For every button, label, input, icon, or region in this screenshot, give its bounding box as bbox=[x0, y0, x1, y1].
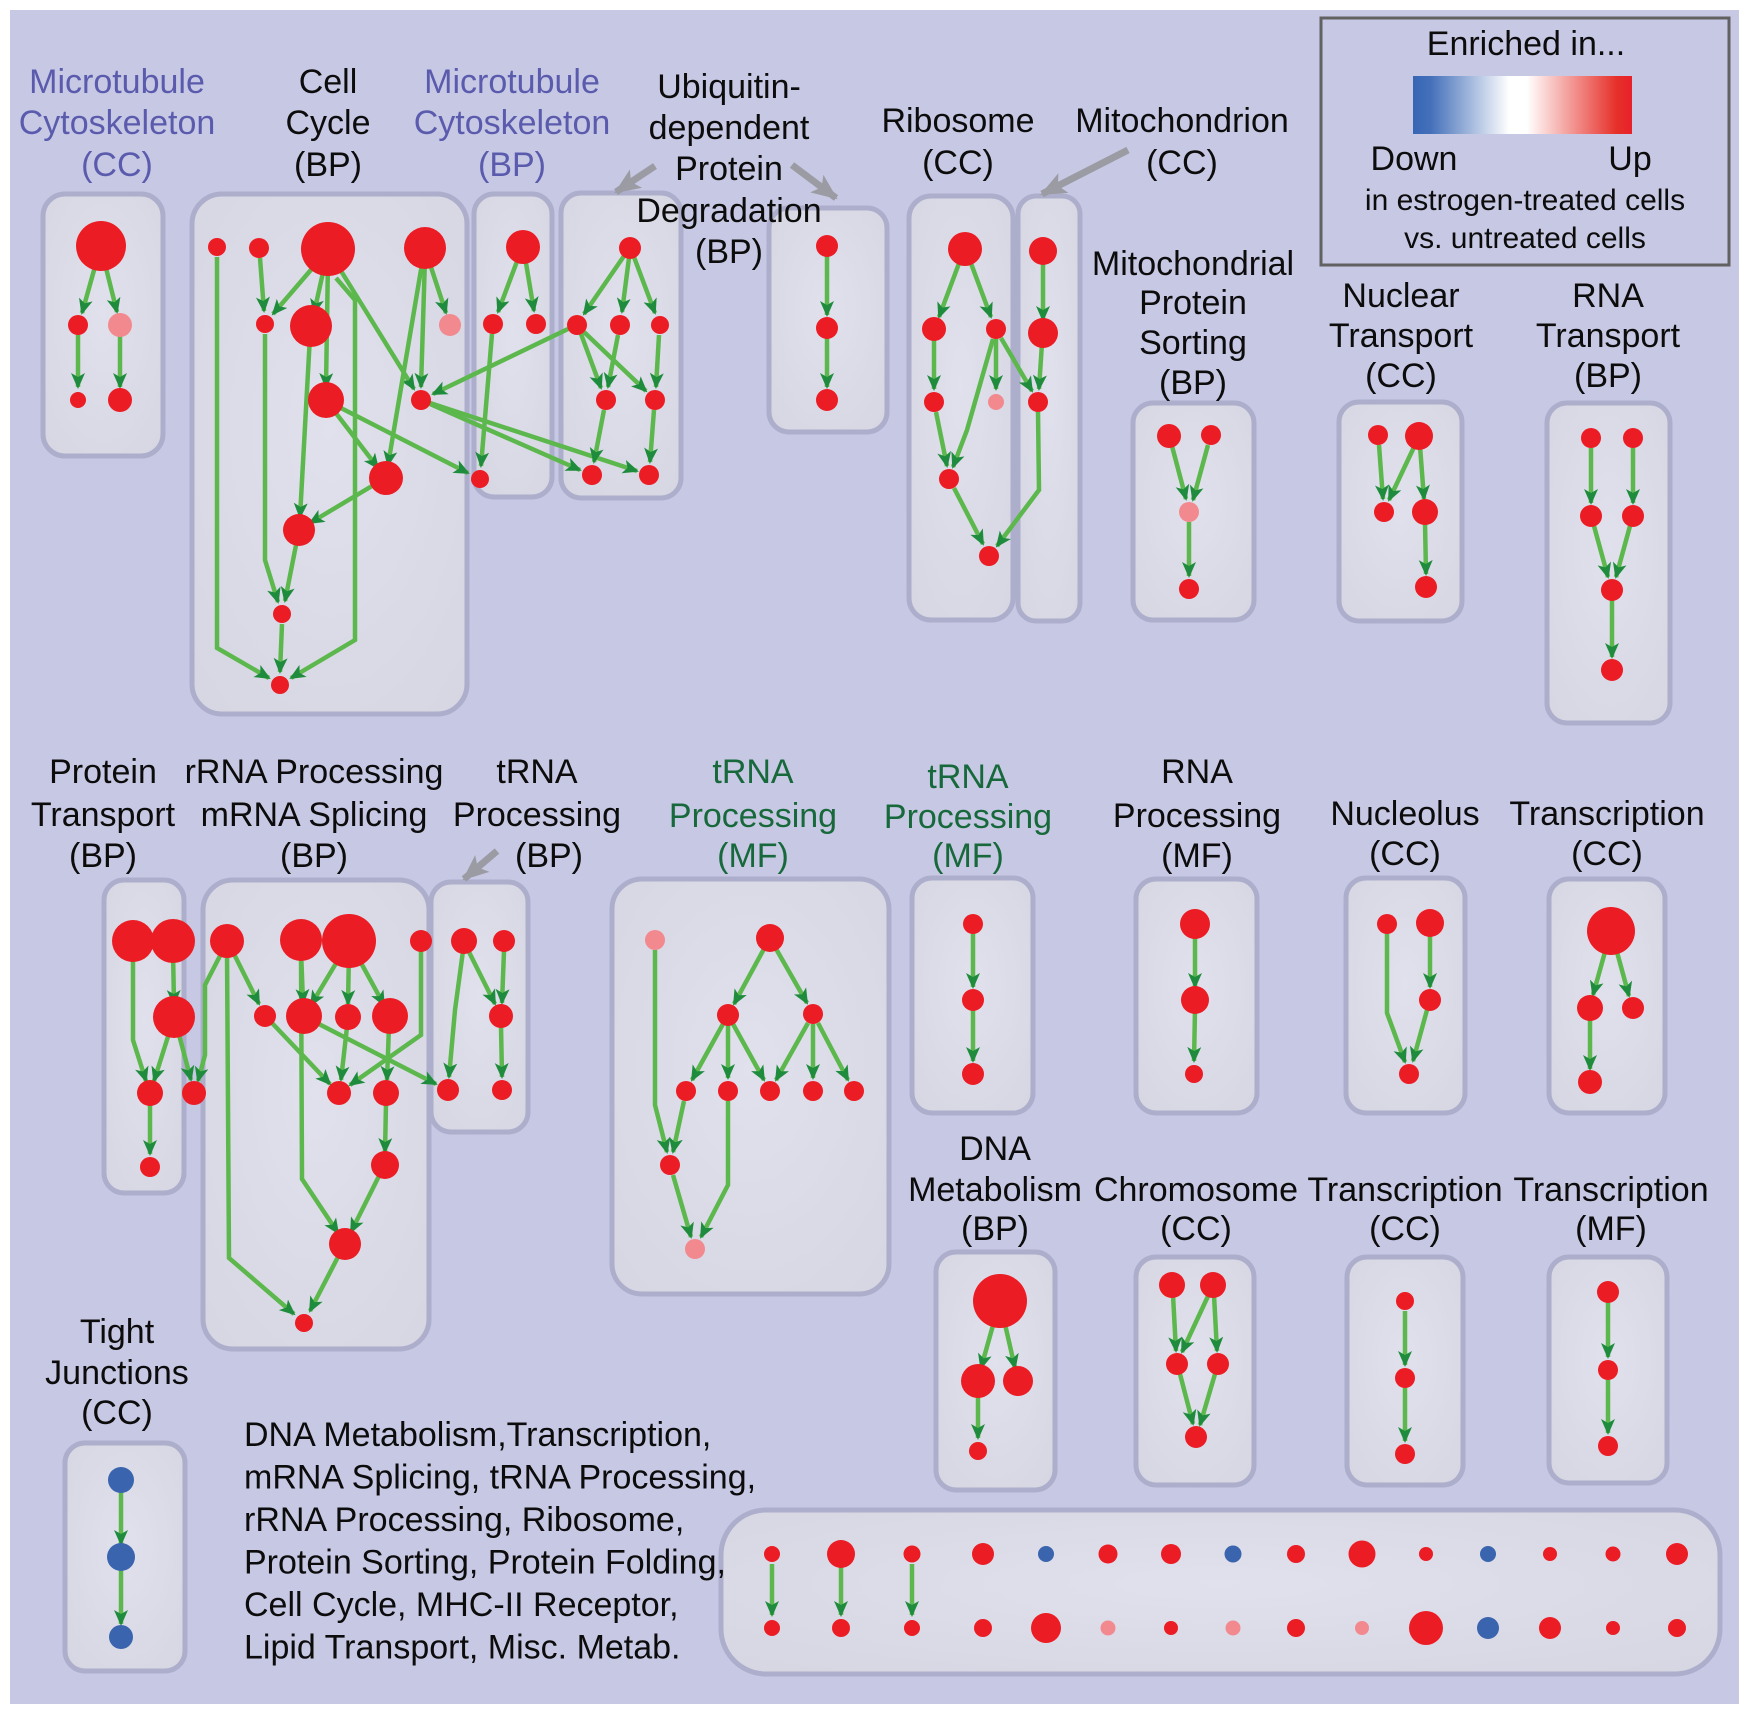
svg-text:RNA: RNA bbox=[1572, 277, 1644, 315]
svg-text:Microtubule: Microtubule bbox=[29, 63, 205, 101]
svg-text:Protein Sorting, Protein Foldi: Protein Sorting, Protein Folding, bbox=[244, 1543, 726, 1581]
svg-text:(MF): (MF) bbox=[1575, 1210, 1647, 1248]
svg-text:Nucleolus: Nucleolus bbox=[1330, 795, 1479, 833]
svg-text:(BP): (BP) bbox=[280, 837, 348, 875]
svg-text:(CC): (CC) bbox=[1365, 357, 1437, 395]
svg-text:tRNA: tRNA bbox=[496, 753, 578, 791]
svg-text:Cell: Cell bbox=[299, 63, 358, 101]
svg-text:Processing: Processing bbox=[1113, 797, 1281, 835]
svg-text:Up: Up bbox=[1608, 140, 1651, 178]
svg-text:mRNA Splicing: mRNA Splicing bbox=[201, 796, 428, 834]
svg-text:Cycle: Cycle bbox=[285, 104, 370, 142]
svg-text:(BP): (BP) bbox=[1159, 364, 1227, 402]
svg-text:in estrogen-treated cells: in estrogen-treated cells bbox=[1365, 184, 1685, 217]
svg-text:Protein: Protein bbox=[49, 753, 157, 791]
svg-text:Processing: Processing bbox=[669, 797, 837, 835]
svg-text:Protein: Protein bbox=[1139, 284, 1247, 322]
svg-text:Sorting: Sorting bbox=[1139, 324, 1247, 362]
svg-text:Cytoskeleton: Cytoskeleton bbox=[19, 104, 216, 142]
svg-text:DNA: DNA bbox=[959, 1130, 1031, 1168]
svg-text:(CC): (CC) bbox=[1369, 835, 1441, 873]
svg-text:(MF): (MF) bbox=[717, 837, 789, 875]
svg-text:Mitochondrial: Mitochondrial bbox=[1092, 245, 1294, 283]
svg-text:Transcription: Transcription bbox=[1307, 1171, 1502, 1209]
svg-text:Protein: Protein bbox=[675, 150, 783, 188]
svg-text:Transport: Transport bbox=[1536, 317, 1681, 355]
svg-text:Nuclear: Nuclear bbox=[1342, 277, 1459, 315]
svg-text:Microtubule: Microtubule bbox=[424, 63, 600, 101]
svg-text:(CC): (CC) bbox=[922, 144, 994, 182]
svg-text:Tight: Tight bbox=[80, 1313, 155, 1351]
svg-text:tRNA: tRNA bbox=[712, 753, 794, 791]
svg-text:Ubiquitin-: Ubiquitin- bbox=[657, 68, 801, 106]
svg-text:(BP): (BP) bbox=[294, 146, 362, 184]
svg-text:(CC): (CC) bbox=[1571, 835, 1643, 873]
svg-text:DNA Metabolism,Transcription,: DNA Metabolism,Transcription, bbox=[244, 1416, 711, 1454]
svg-text:(CC): (CC) bbox=[1146, 144, 1218, 182]
svg-text:(BP): (BP) bbox=[69, 837, 137, 875]
svg-text:Degradation: Degradation bbox=[636, 192, 821, 230]
svg-text:dependent: dependent bbox=[649, 109, 810, 147]
svg-text:(BP): (BP) bbox=[515, 837, 583, 875]
svg-text:(CC): (CC) bbox=[1369, 1210, 1441, 1248]
svg-text:(CC): (CC) bbox=[1160, 1210, 1232, 1248]
svg-text:Processing: Processing bbox=[884, 798, 1052, 836]
svg-text:rRNA Processing, Ribosome,: rRNA Processing, Ribosome, bbox=[244, 1501, 684, 1539]
svg-text:(BP): (BP) bbox=[961, 1210, 1029, 1248]
svg-text:Junctions: Junctions bbox=[45, 1354, 189, 1392]
svg-text:(MF): (MF) bbox=[1161, 837, 1233, 875]
svg-text:(BP): (BP) bbox=[695, 233, 763, 271]
svg-text:rRNA Processing: rRNA Processing bbox=[185, 753, 444, 791]
svg-text:Enriched in...: Enriched in... bbox=[1427, 25, 1625, 63]
svg-text:vs. untreated cells: vs. untreated cells bbox=[1404, 222, 1646, 255]
svg-text:tRNA: tRNA bbox=[927, 758, 1009, 796]
svg-text:(BP): (BP) bbox=[478, 146, 546, 184]
svg-text:Cytoskeleton: Cytoskeleton bbox=[414, 104, 611, 142]
svg-text:Transport: Transport bbox=[1329, 317, 1474, 355]
svg-text:RNA: RNA bbox=[1161, 753, 1233, 791]
svg-text:Transcription: Transcription bbox=[1513, 1171, 1708, 1209]
svg-text:(CC): (CC) bbox=[81, 1394, 153, 1432]
svg-text:Chromosome: Chromosome bbox=[1094, 1171, 1298, 1209]
svg-text:mRNA Splicing, tRNA Processing: mRNA Splicing, tRNA Processing, bbox=[244, 1458, 756, 1496]
svg-text:Cell Cycle, MHC-II Receptor,: Cell Cycle, MHC-II Receptor, bbox=[244, 1586, 679, 1624]
svg-text:(CC): (CC) bbox=[81, 146, 153, 184]
svg-text:Ribosome: Ribosome bbox=[881, 102, 1034, 140]
svg-text:(MF): (MF) bbox=[932, 837, 1004, 875]
svg-text:Down: Down bbox=[1371, 140, 1458, 178]
svg-text:Processing: Processing bbox=[453, 796, 621, 834]
svg-text:Lipid Transport, Misc. Metab.: Lipid Transport, Misc. Metab. bbox=[244, 1628, 681, 1666]
svg-text:(BP): (BP) bbox=[1574, 357, 1642, 395]
svg-text:Transcription: Transcription bbox=[1509, 795, 1704, 833]
svg-text:Mitochondrion: Mitochondrion bbox=[1075, 102, 1289, 140]
svg-text:Transport: Transport bbox=[31, 796, 176, 834]
svg-text:Metabolism: Metabolism bbox=[908, 1171, 1082, 1209]
